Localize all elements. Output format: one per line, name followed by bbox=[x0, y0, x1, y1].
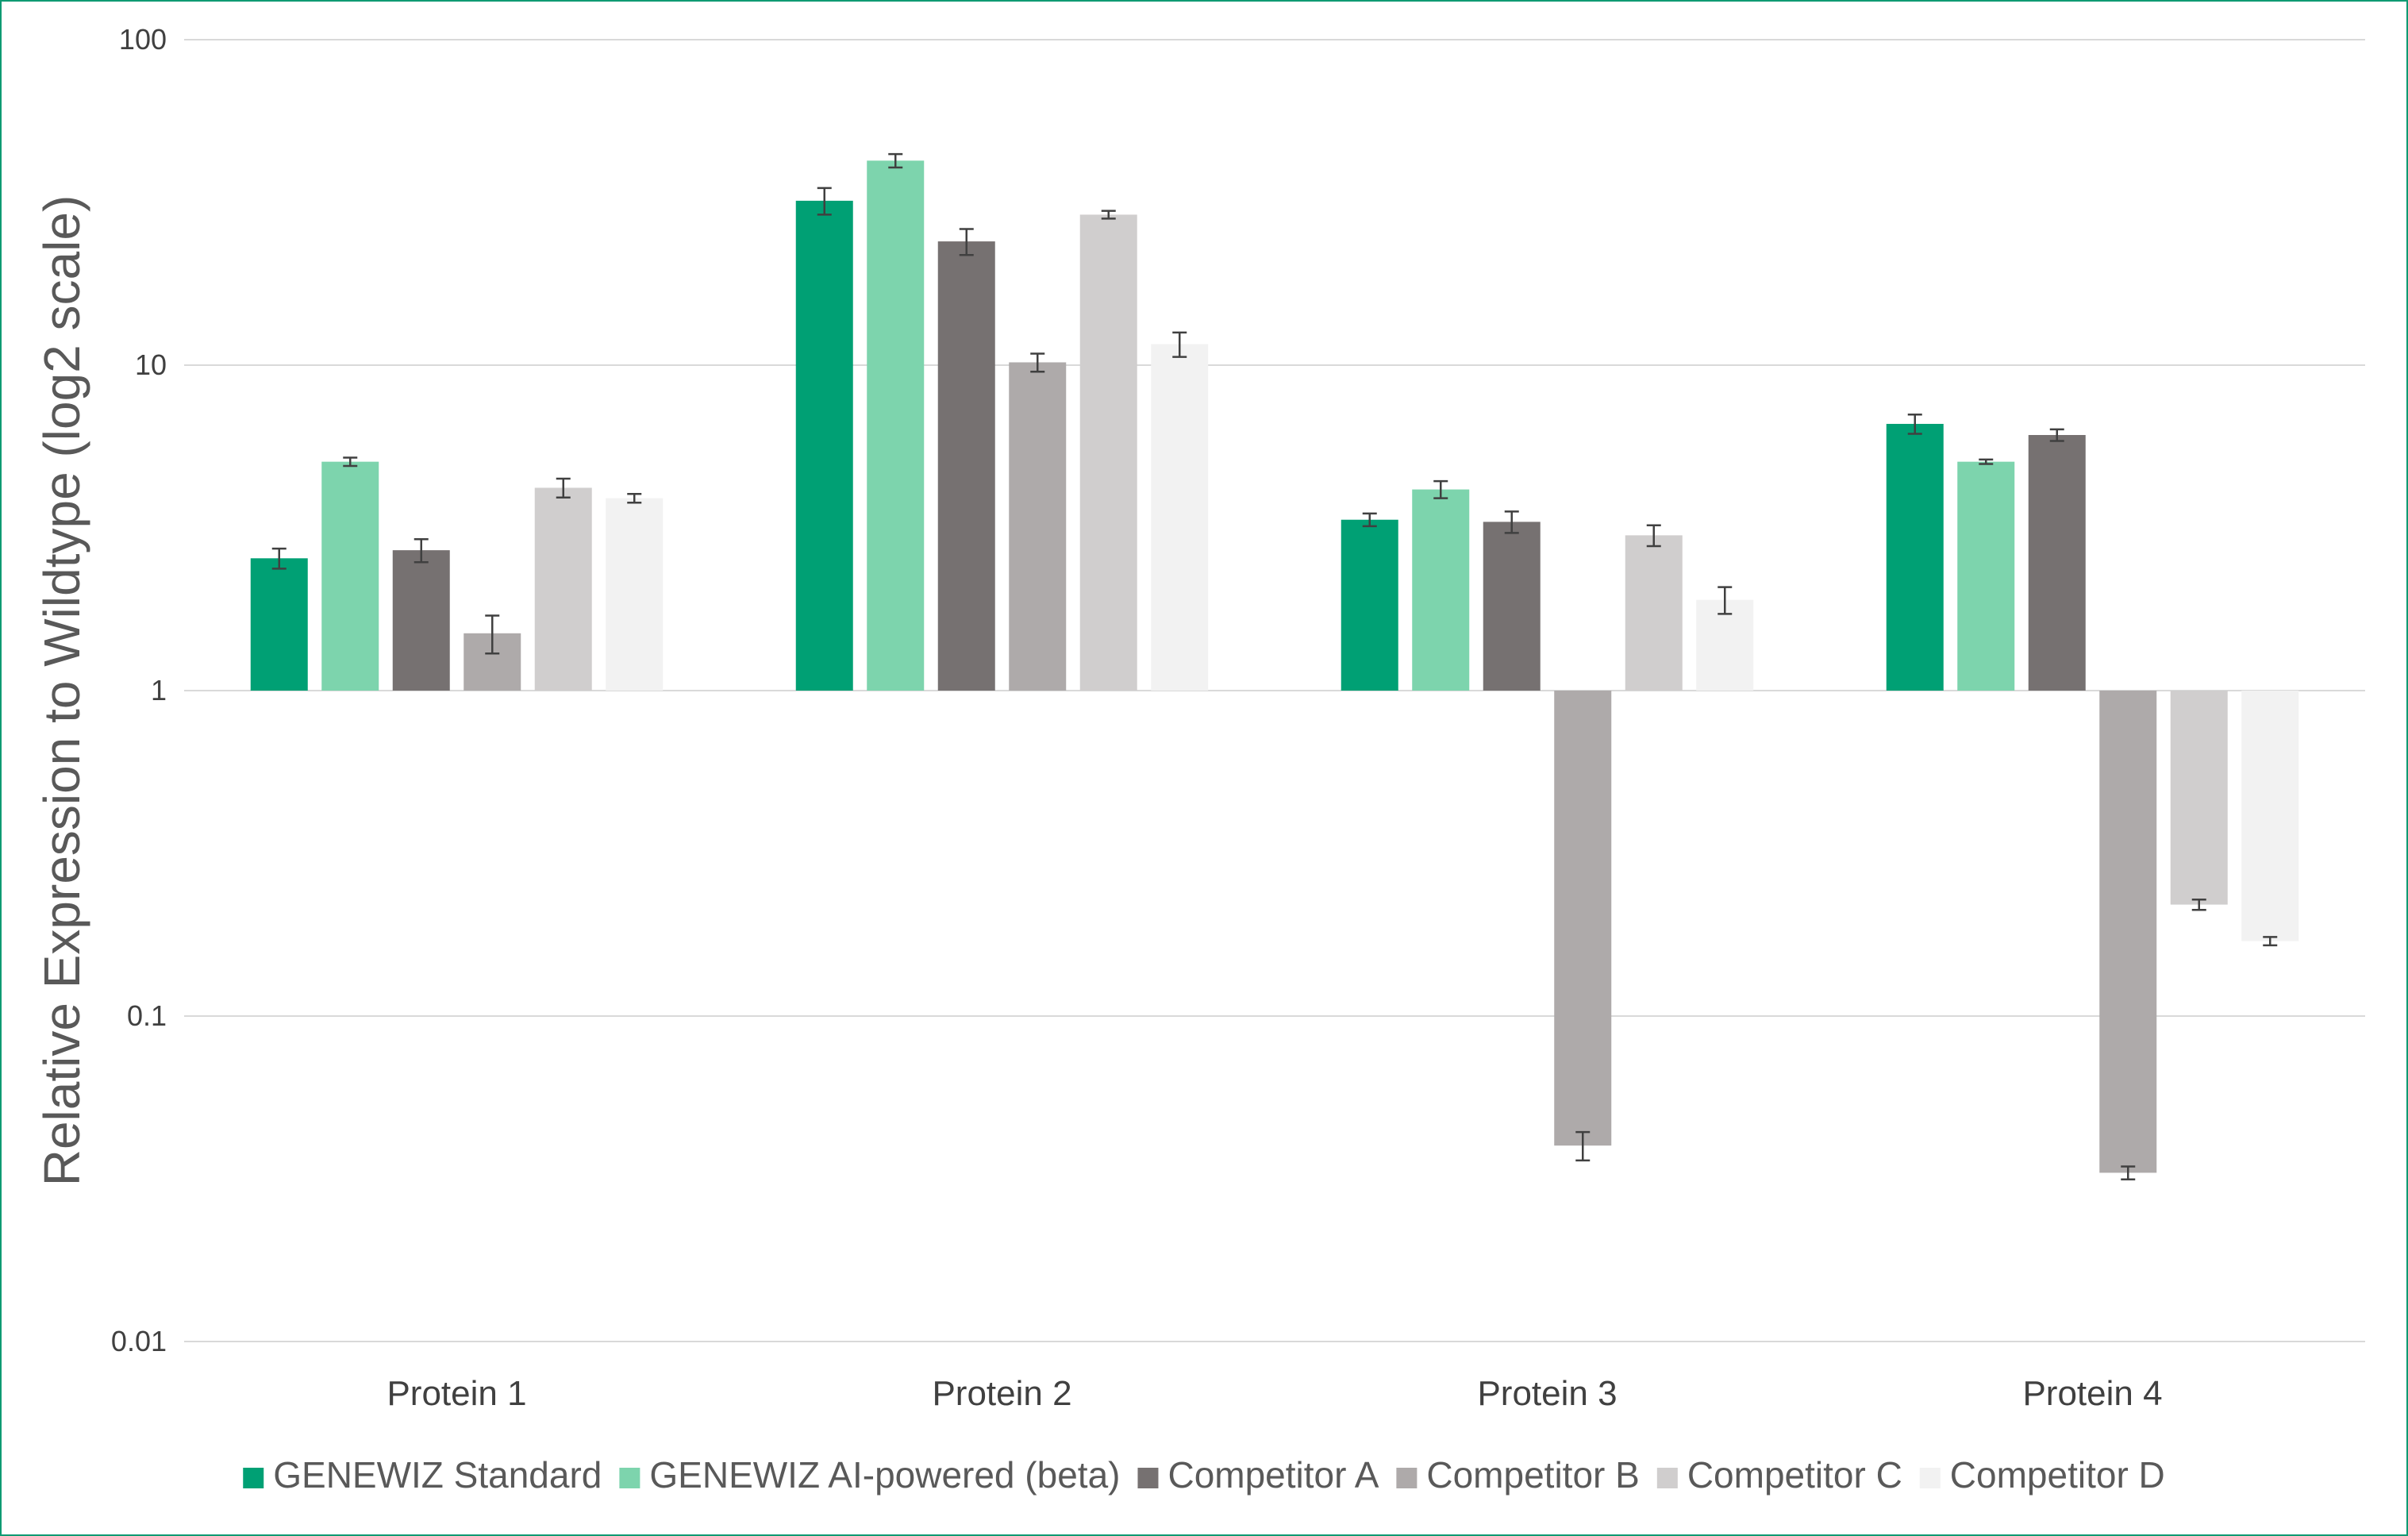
x-category-label: Protein 2 bbox=[932, 1374, 1071, 1413]
legend-swatch bbox=[1396, 1468, 1417, 1488]
bar bbox=[1079, 214, 1137, 691]
y-tick-label: 0.01 bbox=[111, 1325, 167, 1357]
legend-item: Competitor B bbox=[1396, 1454, 1640, 1496]
error-bar bbox=[1172, 331, 1187, 358]
error-bar bbox=[2121, 1165, 2136, 1180]
bar bbox=[1341, 519, 1398, 691]
error-bar bbox=[1907, 413, 1922, 435]
x-category-label: Protein 3 bbox=[1477, 1374, 1617, 1413]
error-bar bbox=[888, 152, 903, 169]
bar bbox=[321, 461, 379, 691]
bar bbox=[2241, 691, 2299, 941]
bar bbox=[795, 200, 853, 691]
error-bar bbox=[1575, 1130, 1591, 1162]
bar bbox=[2028, 435, 2086, 691]
bar bbox=[867, 160, 925, 691]
error-bar bbox=[627, 493, 642, 504]
error-bar bbox=[414, 537, 429, 564]
error-bar bbox=[1030, 352, 1045, 373]
legend: GENEWIZ Standard GENEWIZ AI-powered (beta… bbox=[243, 1454, 2165, 1496]
legend-label: GENEWIZ AI-powered (beta) bbox=[649, 1454, 1120, 1496]
y-tick-label: 1 bbox=[151, 674, 167, 706]
error-bar bbox=[1718, 586, 1733, 615]
legend-swatch bbox=[1919, 1468, 1941, 1488]
error-bar bbox=[1101, 210, 1116, 220]
error-bars bbox=[271, 152, 2278, 1180]
legend-label: Competitor B bbox=[1426, 1454, 1639, 1496]
error-bar bbox=[959, 228, 974, 256]
bar bbox=[1151, 344, 1209, 691]
legend-swatch bbox=[1137, 1468, 1159, 1488]
bar bbox=[1625, 535, 1683, 691]
error-bar bbox=[271, 547, 287, 570]
legend-item: GENEWIZ Standard bbox=[243, 1454, 602, 1496]
x-category-label: Protein 4 bbox=[2022, 1374, 2162, 1413]
bar bbox=[1483, 522, 1541, 691]
error-bar bbox=[485, 614, 500, 655]
bar bbox=[2099, 691, 2157, 1173]
y-axis-label: Relative Expression to Wildtype (log2 sc… bbox=[33, 195, 90, 1187]
bar bbox=[1886, 423, 1944, 691]
bar bbox=[1009, 362, 1067, 691]
legend-label: Competitor A bbox=[1167, 1454, 1379, 1496]
bar bbox=[2170, 691, 2228, 905]
bar bbox=[392, 550, 450, 691]
error-bar bbox=[1504, 510, 1519, 534]
legend-swatch bbox=[619, 1468, 640, 1488]
error-bar bbox=[1646, 524, 1661, 548]
bar bbox=[1696, 599, 1754, 691]
bar bbox=[606, 498, 664, 691]
error-bar bbox=[2049, 428, 2064, 442]
error-bar bbox=[2263, 936, 2278, 947]
legend-swatch bbox=[1656, 1468, 1678, 1488]
x-category-labels: Protein 1 Protein 2 Protein 3 Protein 4 bbox=[387, 1374, 2162, 1413]
legend-label: GENEWIZ Standard bbox=[273, 1454, 602, 1496]
bar bbox=[1412, 489, 1470, 691]
error-bar bbox=[2191, 898, 2206, 911]
error-bar bbox=[817, 187, 832, 216]
error-bar bbox=[556, 477, 571, 499]
error-bar bbox=[1979, 458, 1994, 465]
bar bbox=[250, 558, 308, 691]
legend-item: Competitor C bbox=[1656, 1454, 1902, 1496]
x-category-label: Protein 1 bbox=[387, 1374, 526, 1413]
y-tick-label: 10 bbox=[135, 348, 167, 381]
y-tick-labels: 0.01 0.1 1 10 100 bbox=[111, 23, 167, 1357]
legend-label: Competitor C bbox=[1687, 1454, 1902, 1496]
bar bbox=[937, 241, 995, 691]
bar bbox=[1957, 461, 2015, 691]
bar bbox=[1554, 691, 1612, 1146]
legend-label: Competitor D bbox=[1950, 1454, 2165, 1496]
y-tick-label: 0.1 bbox=[127, 999, 167, 1032]
legend-item: GENEWIZ AI-powered (beta) bbox=[619, 1454, 1120, 1496]
bars bbox=[250, 160, 2299, 1173]
legend-item: Competitor A bbox=[1137, 1454, 1379, 1496]
error-bar bbox=[343, 456, 358, 468]
legend-item: Competitor D bbox=[1919, 1454, 2165, 1496]
error-bar bbox=[1433, 479, 1448, 499]
legend-swatch bbox=[243, 1468, 264, 1488]
bar bbox=[534, 487, 592, 691]
error-bar bbox=[1362, 512, 1377, 528]
y-tick-label: 100 bbox=[119, 23, 167, 56]
